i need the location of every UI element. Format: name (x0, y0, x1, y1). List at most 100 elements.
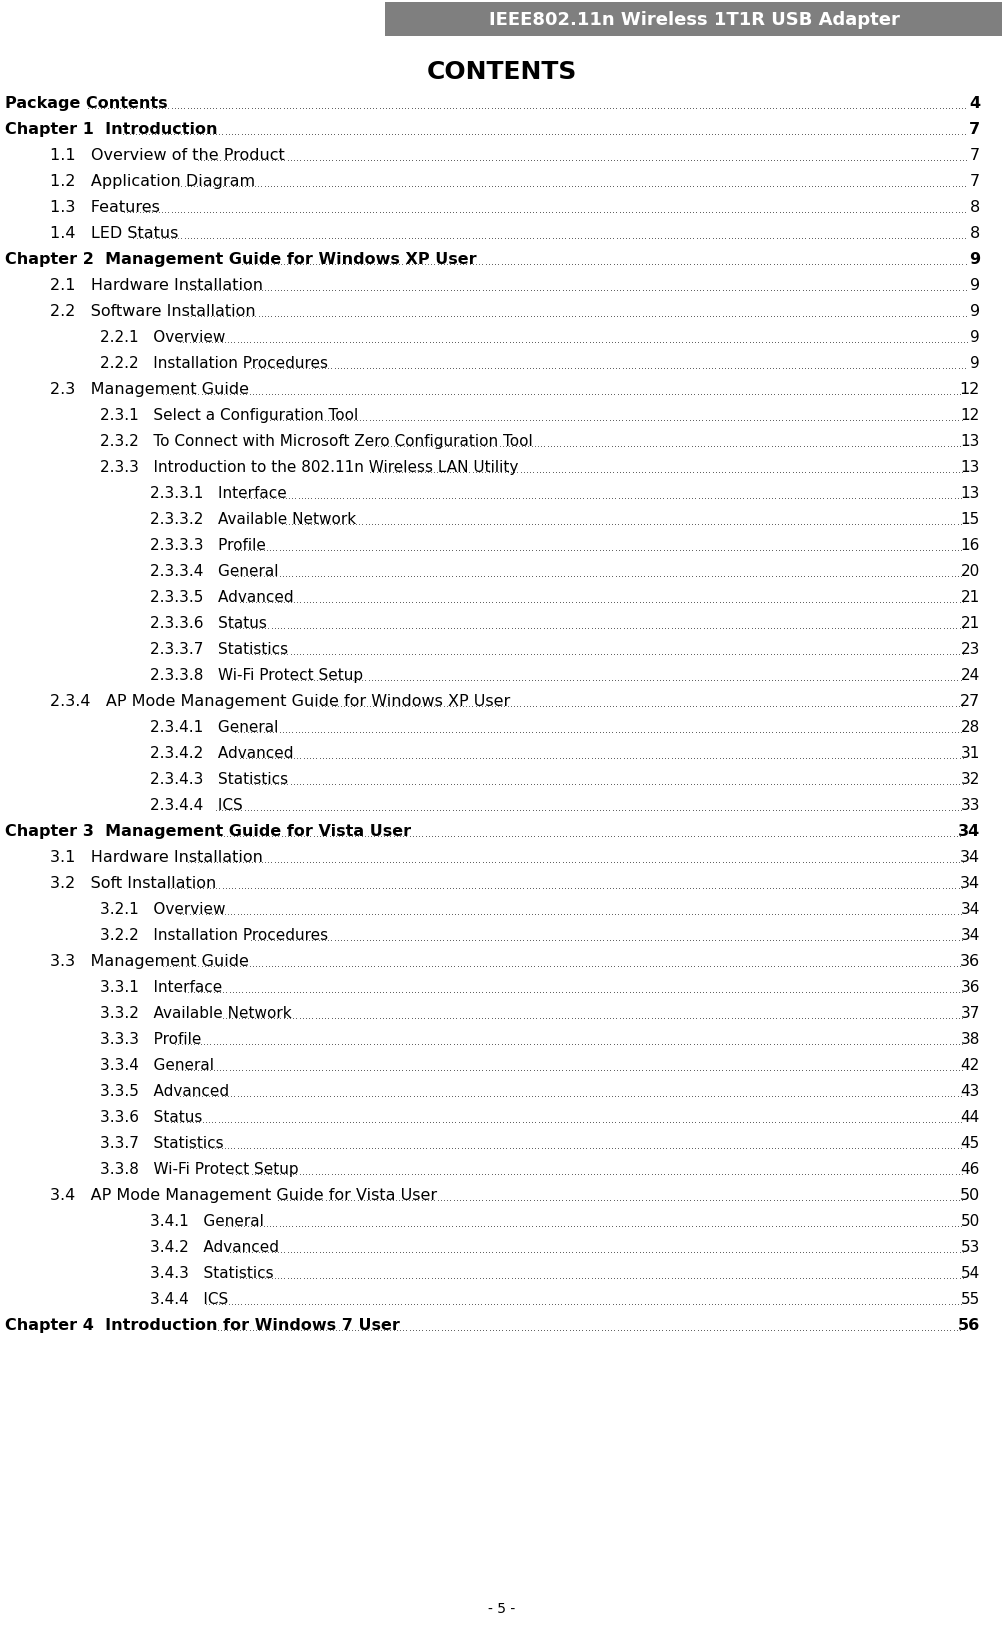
Text: 34: 34 (959, 849, 979, 864)
Text: 36: 36 (960, 980, 979, 994)
Text: 9: 9 (969, 303, 979, 319)
Text: 3.4.3   Statistics: 3.4.3 Statistics (150, 1265, 274, 1280)
Bar (385, 3, 1002, 37)
Text: 3.3.4   General: 3.3.4 General (100, 1058, 213, 1073)
Text: 1.2   Application Diagram: 1.2 Application Diagram (50, 174, 255, 189)
Text: 2.1   Hardware Installation: 2.1 Hardware Installation (50, 277, 263, 293)
Text: 55: 55 (960, 1291, 979, 1306)
Text: 50: 50 (959, 1187, 979, 1203)
Text: 15: 15 (960, 512, 979, 526)
Text: 2.3.4.1   General: 2.3.4.1 General (150, 719, 279, 735)
Text: 8: 8 (969, 200, 979, 215)
Text: 3.2   Soft Installation: 3.2 Soft Installation (50, 875, 216, 890)
Text: 12: 12 (960, 408, 979, 422)
Text: 2.3.4.4   ICS: 2.3.4.4 ICS (150, 797, 242, 812)
Text: 1.4   LED Status: 1.4 LED Status (50, 227, 178, 241)
Text: 3.3   Management Guide: 3.3 Management Guide (50, 954, 248, 968)
Text: 2.3.4.2   Advanced: 2.3.4.2 Advanced (150, 745, 294, 761)
Text: 32: 32 (960, 771, 979, 787)
Text: CONTENTS: CONTENTS (426, 60, 576, 85)
Text: 13: 13 (960, 486, 979, 500)
Text: 2.3.3.6   Status: 2.3.3.6 Status (150, 616, 267, 631)
Text: 2.3.3   Introduction to the 802.11n Wireless LAN Utility: 2.3.3 Introduction to the 802.11n Wirele… (100, 460, 518, 474)
Text: 3.4.4   ICS: 3.4.4 ICS (150, 1291, 228, 1306)
Text: 7: 7 (969, 174, 979, 189)
Text: 27: 27 (959, 694, 979, 709)
Text: 42: 42 (960, 1058, 979, 1073)
Text: 31: 31 (960, 745, 979, 761)
Text: Chapter 2  Management Guide for Windows XP User: Chapter 2 Management Guide for Windows X… (5, 253, 476, 267)
Text: 20: 20 (960, 564, 979, 579)
Text: 2.3   Management Guide: 2.3 Management Guide (50, 381, 248, 396)
Text: 2.2   Software Installation: 2.2 Software Installation (50, 303, 256, 319)
Text: 34: 34 (960, 901, 979, 916)
Text: 21: 21 (960, 616, 979, 631)
Text: 4: 4 (968, 96, 979, 111)
Text: 3.3.5   Advanced: 3.3.5 Advanced (100, 1084, 228, 1099)
Text: 34: 34 (957, 823, 979, 838)
Text: 13: 13 (960, 434, 979, 448)
Text: 2.3.3.5   Advanced: 2.3.3.5 Advanced (150, 590, 294, 605)
Text: 3.3.8   Wi-Fi Protect Setup: 3.3.8 Wi-Fi Protect Setup (100, 1161, 299, 1177)
Text: 2.3.3.1   Interface: 2.3.3.1 Interface (150, 486, 287, 500)
Text: 9: 9 (969, 355, 979, 370)
Text: 36: 36 (959, 954, 979, 968)
Text: 2.2.2   Installation Procedures: 2.2.2 Installation Procedures (100, 355, 328, 370)
Text: 3.3.6   Status: 3.3.6 Status (100, 1110, 202, 1125)
Text: Chapter 1  Introduction: Chapter 1 Introduction (5, 122, 217, 137)
Text: 38: 38 (960, 1032, 979, 1046)
Text: 3.3.1   Interface: 3.3.1 Interface (100, 980, 222, 994)
Text: 54: 54 (960, 1265, 979, 1280)
Text: 3.4.1   General: 3.4.1 General (150, 1213, 264, 1229)
Text: 2.3.4   AP Mode Management Guide for Windows XP User: 2.3.4 AP Mode Management Guide for Windo… (50, 694, 510, 709)
Text: Chapter 4  Introduction for Windows 7 User: Chapter 4 Introduction for Windows 7 Use… (5, 1317, 400, 1332)
Text: 3.3.3   Profile: 3.3.3 Profile (100, 1032, 201, 1046)
Text: 21: 21 (960, 590, 979, 605)
Text: 3.2.2   Installation Procedures: 3.2.2 Installation Procedures (100, 927, 328, 942)
Text: 2.3.3.4   General: 2.3.3.4 General (150, 564, 279, 579)
Text: 37: 37 (960, 1006, 979, 1020)
Text: 3.3.2   Available Network: 3.3.2 Available Network (100, 1006, 292, 1020)
Text: 9: 9 (969, 329, 979, 346)
Text: 1.1   Overview of the Product: 1.1 Overview of the Product (50, 148, 285, 163)
Text: 53: 53 (960, 1239, 979, 1253)
Text: 3.2.1   Overview: 3.2.1 Overview (100, 901, 225, 916)
Text: 2.3.1   Select a Configuration Tool: 2.3.1 Select a Configuration Tool (100, 408, 358, 422)
Text: Chapter 3  Management Guide for Vista User: Chapter 3 Management Guide for Vista Use… (5, 823, 411, 838)
Text: 3.1   Hardware Installation: 3.1 Hardware Installation (50, 849, 263, 864)
Text: Package Contents: Package Contents (5, 96, 167, 111)
Text: - 5 -: - 5 - (487, 1601, 515, 1615)
Text: 8: 8 (969, 227, 979, 241)
Text: 3.4.2   Advanced: 3.4.2 Advanced (150, 1239, 279, 1253)
Text: 2.3.3.8   Wi-Fi Protect Setup: 2.3.3.8 Wi-Fi Protect Setup (150, 668, 363, 683)
Text: 3.3.7   Statistics: 3.3.7 Statistics (100, 1136, 223, 1151)
Text: 16: 16 (960, 538, 979, 553)
Text: 9: 9 (969, 277, 979, 293)
Text: 50: 50 (960, 1213, 979, 1229)
Text: 1.3   Features: 1.3 Features (50, 200, 159, 215)
Text: 28: 28 (960, 719, 979, 735)
Text: 2.2.1   Overview: 2.2.1 Overview (100, 329, 225, 346)
Text: 24: 24 (960, 668, 979, 683)
Text: 7: 7 (968, 122, 979, 137)
Text: 2.3.2   To Connect with Microsoft Zero Configuration Tool: 2.3.2 To Connect with Microsoft Zero Con… (100, 434, 532, 448)
Text: 2.3.3.3   Profile: 2.3.3.3 Profile (150, 538, 266, 553)
Text: 9: 9 (968, 253, 979, 267)
Text: 3.4   AP Mode Management Guide for Vista User: 3.4 AP Mode Management Guide for Vista U… (50, 1187, 437, 1203)
Text: IEEE802.11n Wireless 1T1R USB Adapter: IEEE802.11n Wireless 1T1R USB Adapter (488, 11, 899, 29)
Text: 34: 34 (960, 927, 979, 942)
Text: 2.3.3.7   Statistics: 2.3.3.7 Statistics (150, 642, 288, 657)
Text: 45: 45 (960, 1136, 979, 1151)
Text: 2.3.4.3   Statistics: 2.3.4.3 Statistics (150, 771, 288, 787)
Text: 2.3.3.2   Available Network: 2.3.3.2 Available Network (150, 512, 356, 526)
Text: 44: 44 (960, 1110, 979, 1125)
Text: 46: 46 (960, 1161, 979, 1177)
Text: 56: 56 (957, 1317, 979, 1332)
Text: 13: 13 (960, 460, 979, 474)
Text: 33: 33 (960, 797, 979, 812)
Text: 34: 34 (959, 875, 979, 890)
Text: 12: 12 (959, 381, 979, 396)
Text: 23: 23 (960, 642, 979, 657)
Text: 43: 43 (960, 1084, 979, 1099)
Text: 7: 7 (969, 148, 979, 163)
